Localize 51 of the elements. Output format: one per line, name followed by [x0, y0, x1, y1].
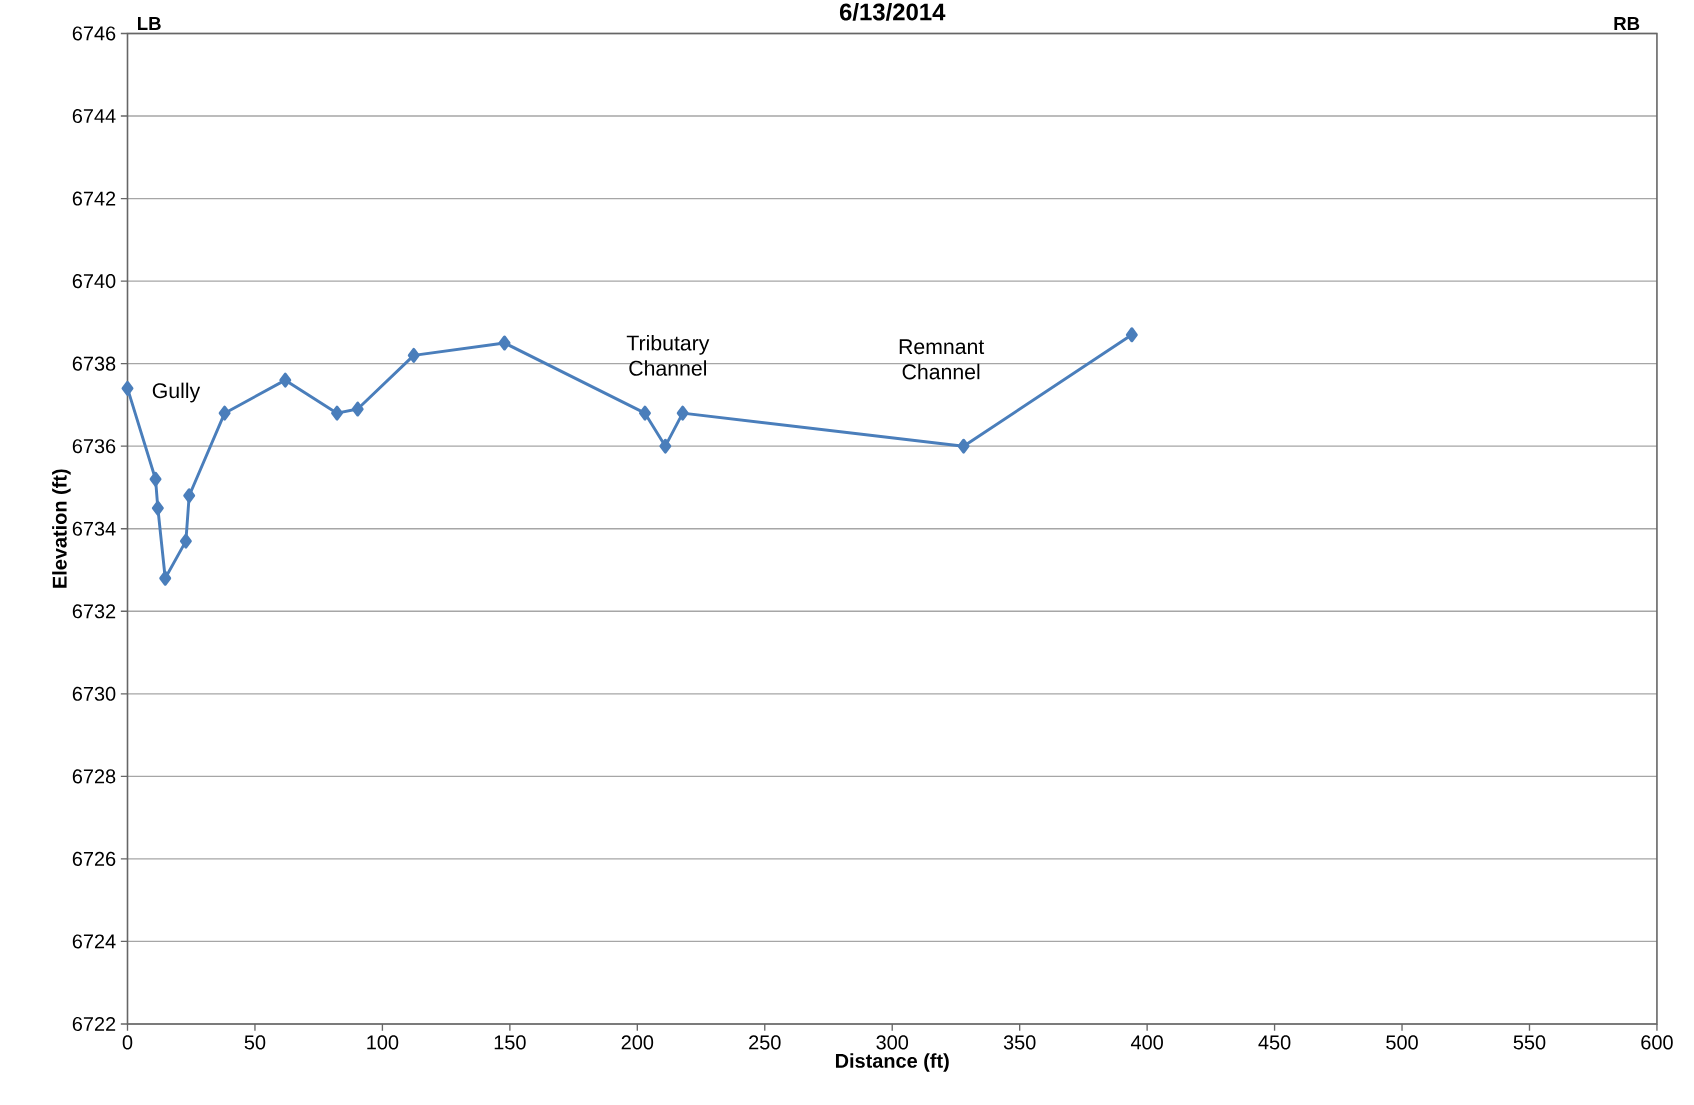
point — [151, 500, 164, 516]
point — [498, 335, 511, 351]
point — [183, 488, 196, 504]
point — [659, 438, 672, 454]
y-tick-label: 6730 — [72, 686, 116, 701]
y-tick-label: 6738 — [72, 356, 116, 371]
x-tick-label: 150 — [494, 1035, 526, 1050]
x-tick-label: 250 — [749, 1035, 781, 1050]
annotation: Remnant Channel — [899, 339, 985, 380]
y-axis-title: Elevation (ft) — [52, 469, 71, 588]
x-tick-label: 300 — [876, 1035, 909, 1050]
point — [149, 471, 162, 487]
y-tick-label: 6742 — [72, 191, 116, 206]
y-tick-label: 6724 — [72, 934, 116, 949]
y-tick-label: 6744 — [72, 108, 116, 124]
point — [1125, 327, 1138, 343]
x-tick-label: 350 — [1003, 1035, 1036, 1050]
annotation: Tributary Channel — [626, 334, 710, 376]
x-tick-label: 400 — [1130, 1035, 1163, 1050]
y-tick-label: 6736 — [72, 439, 116, 454]
point — [159, 570, 172, 586]
point — [179, 533, 192, 549]
annotation: Gully — [152, 382, 201, 403]
point — [279, 372, 292, 388]
text: RB — [1614, 17, 1640, 30]
point — [121, 380, 134, 396]
x-tick-label: 450 — [1258, 1035, 1291, 1050]
point — [407, 347, 420, 363]
point — [957, 438, 970, 454]
x-tick-label: 0 — [122, 1035, 133, 1050]
chart-title: 6/13/2014 — [839, 2, 946, 21]
point — [351, 401, 364, 417]
point — [676, 405, 689, 421]
x-tick-label: 600 — [1641, 1035, 1673, 1050]
x-tick-label: 500 — [1386, 1035, 1418, 1050]
x-axis-title: Distance (ft) — [835, 1053, 949, 1072]
text: LB — [138, 17, 161, 30]
y-tick-label: 6740 — [72, 274, 116, 289]
y-tick-label: 6734 — [72, 521, 116, 536]
x-tick-label: 550 — [1513, 1035, 1546, 1050]
point — [638, 405, 651, 421]
x-tick-label: 100 — [367, 1035, 399, 1050]
y-tick-label: 6732 — [72, 604, 116, 619]
y-tick-label: 6722 — [72, 1016, 116, 1032]
y-tick-label: 6746 — [72, 26, 116, 41]
x-tick-label: 50 — [244, 1035, 266, 1050]
y-tick-label: 6728 — [72, 769, 116, 784]
point — [331, 405, 343, 421]
y-tick-label: 6726 — [72, 851, 116, 866]
x-tick-label: 200 — [621, 1035, 654, 1050]
point — [218, 405, 231, 421]
